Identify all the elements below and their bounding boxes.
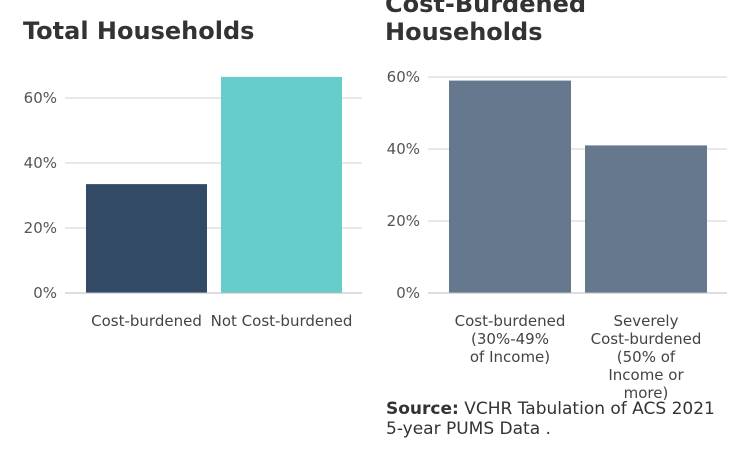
right-chart-y-tick-label: 0%: [396, 284, 420, 302]
right-chart-y-tick-label: 60%: [387, 68, 420, 86]
cost-burdened-households-chart: 0% 20% 40% 60% Cost-burdened (30%-49% of Incom…: [387, 68, 727, 402]
left-chart-category-label: Cost-burdened: [91, 312, 202, 330]
right-chart-y-tick-label: 20%: [387, 212, 420, 230]
source-label: Source:: [386, 399, 459, 419]
total-households-chart: 0% 20% 40% 60% Cost-burdened Not Cost-burdene…: [24, 76, 362, 330]
right-chart-category-label: Cost-burdened (30%-49% of Income): [455, 312, 566, 366]
source-text: VCHR Tabulation of ACS 2021 5-year PUMS …: [386, 399, 715, 439]
right-chart-category-label: Severely Cost-burdened (50% of Income or mor…: [591, 312, 702, 402]
right-chart-bar: [585, 145, 707, 293]
left-chart-y-tick-label: 40%: [24, 154, 57, 172]
right-chart-bar: [449, 80, 571, 293]
left-chart-y-tick-label: 60%: [24, 89, 57, 107]
left-chart-title: Total Households: [23, 17, 255, 45]
source-note: Source: VCHR Tabulation of ACS 2021 5-ye…: [386, 399, 736, 439]
left-chart-bar: [221, 76, 342, 293]
left-chart-category-label: Not Cost-burdened: [211, 312, 353, 330]
right-chart-y-tick-label: 40%: [387, 140, 420, 158]
right-chart-title: Cost-Burdened Households: [385, 0, 587, 46]
left-chart-bar: [86, 184, 207, 293]
left-chart-y-tick-label: 0%: [33, 284, 57, 302]
left-chart-y-tick-label: 20%: [24, 219, 57, 237]
